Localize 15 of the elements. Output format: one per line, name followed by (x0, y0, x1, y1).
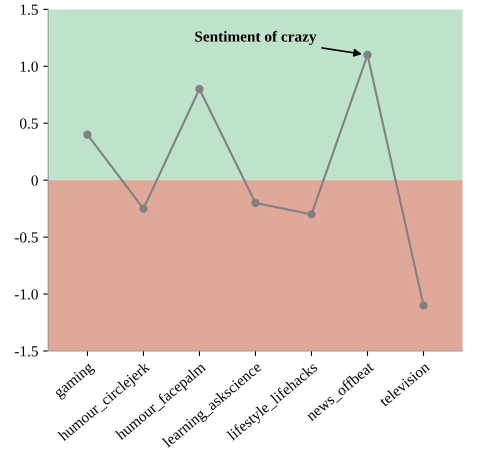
point (251, 198, 260, 208)
y-tick-label: -1.5 (14, 346, 38, 357)
point (307, 210, 316, 219)
point (195, 84, 204, 94)
point (83, 130, 92, 139)
y-tick-label: 1.0 (20, 61, 38, 72)
point (419, 301, 428, 310)
point (139, 204, 148, 213)
y-tick-label: -1.0 (14, 289, 38, 300)
y-tick-label: 0 (31, 175, 38, 186)
y-tick-label: 1.5 (20, 4, 38, 15)
y-tick-label: -0.5 (14, 232, 38, 243)
annotation: Sentiment of crazy (195, 30, 316, 45)
point (363, 50, 372, 60)
y-tick-label: 0.5 (20, 118, 38, 129)
